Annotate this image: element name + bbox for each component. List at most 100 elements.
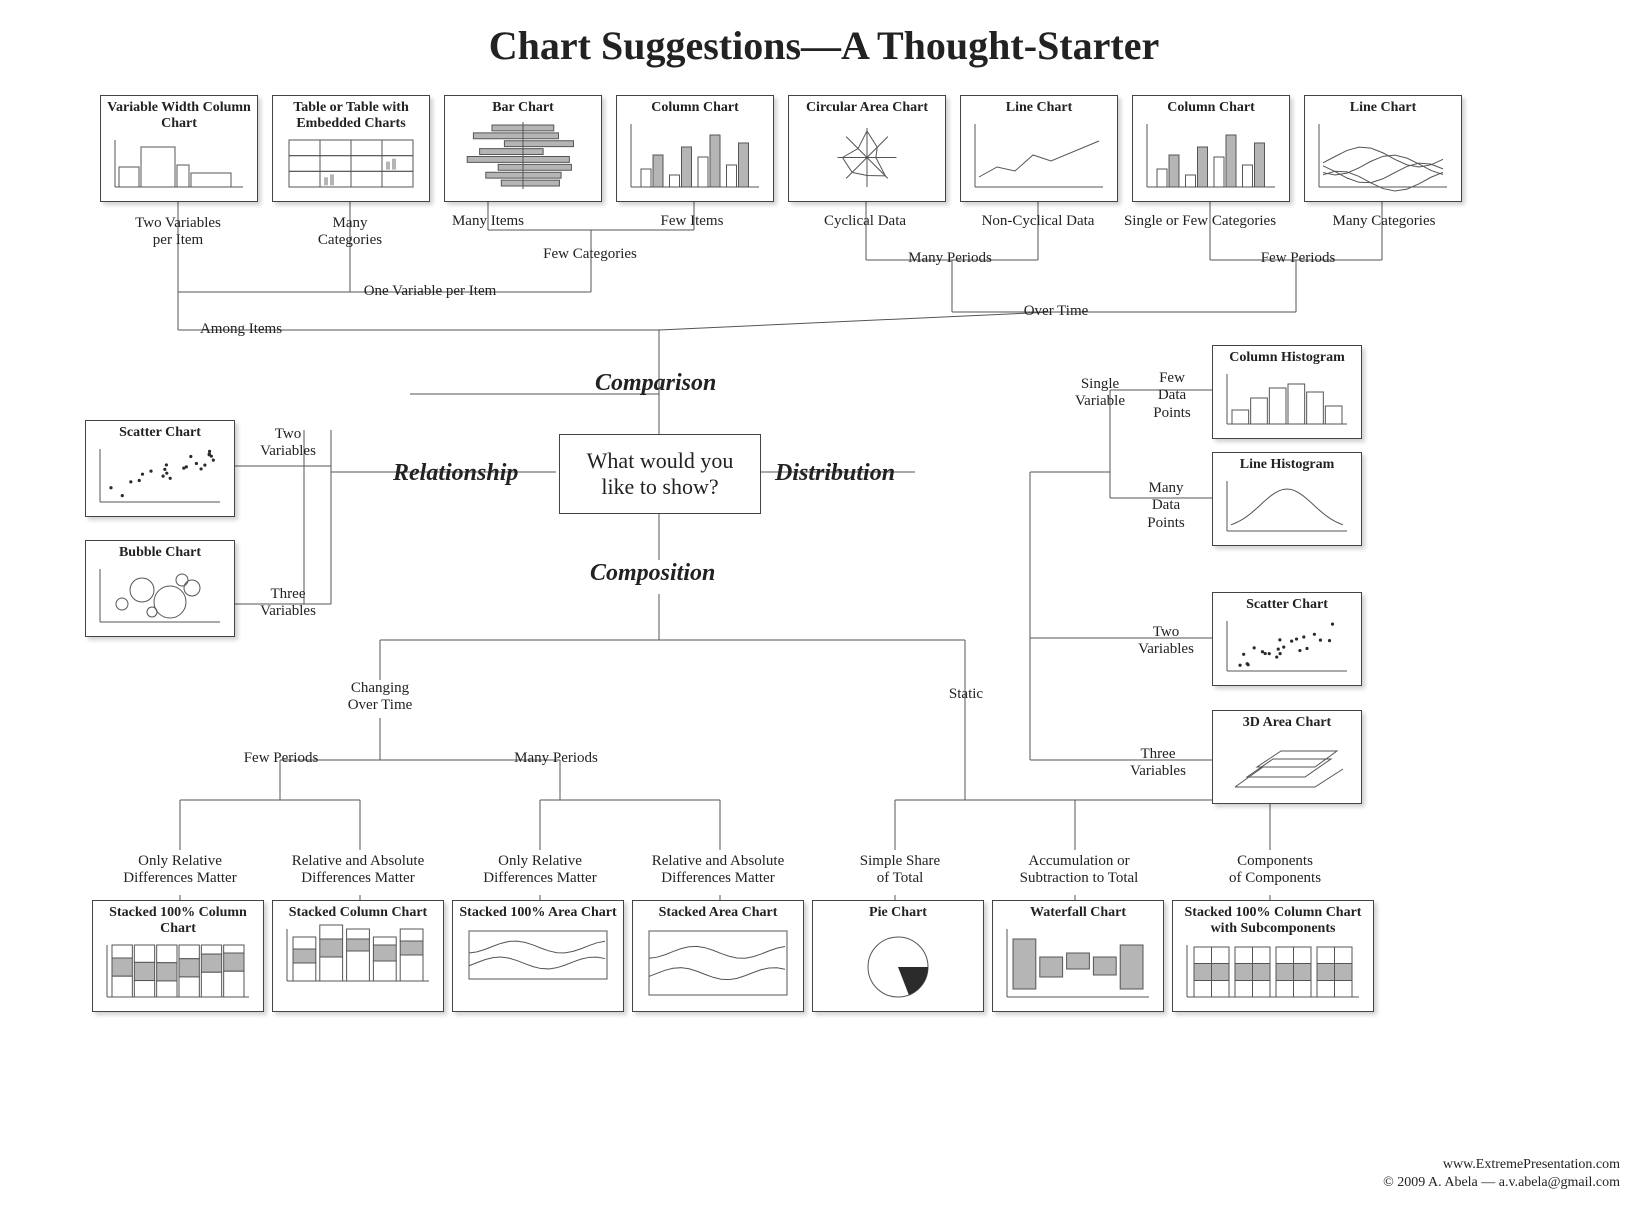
- footer-credit: © 2009 A. Abela — a.v.abela@gmail.com: [1383, 1174, 1620, 1192]
- card-waterfall: Waterfall Chart: [992, 900, 1164, 1012]
- chart-thumbnail-scatter2: [1219, 613, 1355, 679]
- chart-thumbnail-bubble: [92, 561, 228, 630]
- card-area3d: 3D Area Chart: [1212, 710, 1362, 804]
- card-column2: Column Chart: [1132, 95, 1290, 202]
- card-pie: Pie Chart: [812, 900, 984, 1012]
- page-title: Chart Suggestions—A Thought-Starter: [0, 22, 1648, 69]
- label-many_cat: Many Categories: [300, 215, 400, 250]
- footer: www.ExtremePresentation.com © 2009 A. Ab…: [1383, 1156, 1620, 1192]
- card-bubble: Bubble Chart: [85, 540, 235, 637]
- branch-relationship: Relationship: [393, 460, 518, 487]
- chart-thumbnail-column2: [1139, 116, 1283, 195]
- card-subcomp: Stacked 100% Column Chart with Subcompon…: [1172, 900, 1374, 1012]
- label-two_var_per_item: Two Variables per Item: [118, 215, 238, 250]
- card-title: Waterfall Chart: [993, 901, 1163, 921]
- center-question: What would you like to show?: [559, 434, 761, 514]
- chart-thumbnail-column: [623, 116, 767, 195]
- card-column: Column Chart: [616, 95, 774, 202]
- card-colhist: Column Histogram: [1212, 345, 1362, 439]
- label-two_vars: Two Variables: [248, 426, 328, 461]
- label-among_items: Among Items: [186, 321, 296, 338]
- label-many_data_pts: Many Data Points: [1136, 480, 1196, 532]
- card-table: Table or Table with Embedded Charts: [272, 95, 430, 202]
- card-title: Line Histogram: [1213, 453, 1361, 473]
- chart-thumbnail-varwidth: [107, 132, 251, 195]
- chart-thumbnail-stcol: [279, 921, 437, 989]
- label-one_var_per_item: One Variable per Item: [350, 283, 510, 300]
- card-title: Line Chart: [1305, 96, 1461, 116]
- chart-thumbnail-st100area: [459, 921, 617, 989]
- chart-thumbnail-area3d: [1219, 731, 1355, 797]
- chart-thumbnail-line2: [1311, 116, 1455, 195]
- chart-thumbnail-table: [279, 132, 423, 195]
- label-single_or_few: Single or Few Categories: [1110, 213, 1290, 230]
- card-st100area: Stacked 100% Area Chart: [452, 900, 624, 1012]
- card-title: Column Chart: [617, 96, 773, 116]
- label-many_categories2: Many Categories: [1314, 213, 1454, 230]
- card-title: Stacked Area Chart: [633, 901, 803, 921]
- card-line2: Line Chart: [1304, 95, 1462, 202]
- card-title: Bubble Chart: [86, 541, 234, 561]
- label-few_categories: Few Categories: [530, 246, 650, 263]
- label-few_periods: Few Periods: [1238, 250, 1358, 267]
- card-st100col: Stacked 100% Column Chart: [92, 900, 264, 1012]
- card-scatter2: Scatter Chart: [1212, 592, 1362, 686]
- label-rel_abs2: Relative and Absolute Differences Matter: [638, 853, 798, 888]
- chart-thumbnail-scatter: [92, 441, 228, 510]
- card-title: Scatter Chart: [86, 421, 234, 441]
- branch-distribution: Distribution: [775, 460, 895, 487]
- card-title: Scatter Chart: [1213, 593, 1361, 613]
- card-title: Pie Chart: [813, 901, 983, 921]
- card-title: Column Histogram: [1213, 346, 1361, 366]
- label-noncyclical: Non-Cyclical Data: [968, 213, 1108, 230]
- card-line: Line Chart: [960, 95, 1118, 202]
- label-comp_of_comp: Components of Components: [1210, 853, 1340, 888]
- label-changing: Changing Over Time: [330, 680, 430, 715]
- label-cyclical: Cyclical Data: [810, 213, 920, 230]
- label-rel_abs1: Relative and Absolute Differences Matter: [278, 853, 438, 888]
- label-three_vars2: Three Variables: [1118, 746, 1198, 781]
- label-simple_share: Simple Share of Total: [840, 853, 960, 888]
- branch-comparison: Comparison: [595, 370, 716, 397]
- label-single_var: Single Variable: [1060, 376, 1140, 411]
- card-title: Stacked 100% Column Chart: [93, 901, 263, 937]
- label-three_vars: Three Variables: [248, 586, 328, 621]
- chart-thumbnail-line: [967, 116, 1111, 195]
- chart-thumbnail-linehist: [1219, 473, 1355, 539]
- label-many_periods: Many Periods: [890, 250, 1010, 267]
- card-title: 3D Area Chart: [1213, 711, 1361, 731]
- card-stcol: Stacked Column Chart: [272, 900, 444, 1012]
- card-starea: Stacked Area Chart: [632, 900, 804, 1012]
- card-bar: Bar Chart: [444, 95, 602, 202]
- card-title: Stacked 100% Column Chart with Subcompon…: [1173, 901, 1373, 937]
- card-title: Variable Width Column Chart: [101, 96, 257, 132]
- chart-thumbnail-starea: [639, 921, 797, 1005]
- label-only_rel2: Only Relative Differences Matter: [470, 853, 610, 888]
- label-accum: Accumulation or Subtraction to Total: [1004, 853, 1154, 888]
- label-many_items: Many Items: [448, 213, 528, 230]
- label-few_periods2: Few Periods: [226, 750, 336, 767]
- label-over_time: Over Time: [1006, 303, 1106, 320]
- label-few_data_pts: Few Data Points: [1142, 370, 1202, 422]
- branch-composition: Composition: [590, 560, 715, 587]
- label-two_vars2: Two Variables: [1126, 624, 1206, 659]
- chart-thumbnail-colhist: [1219, 366, 1355, 432]
- label-few_items: Few Items: [652, 213, 732, 230]
- label-many_periods2: Many Periods: [496, 750, 616, 767]
- diagram-stage: Chart Suggestions—A Thought-Starter What…: [0, 0, 1648, 1210]
- card-title: Circular Area Chart: [789, 96, 945, 116]
- chart-thumbnail-bar: [451, 116, 595, 195]
- chart-thumbnail-subcomp: [1179, 937, 1367, 1005]
- footer-url: www.ExtremePresentation.com: [1383, 1156, 1620, 1174]
- card-circarea: Circular Area Chart: [788, 95, 946, 202]
- card-title: Line Chart: [961, 96, 1117, 116]
- card-scatter: Scatter Chart: [85, 420, 235, 517]
- card-title: Stacked Column Chart: [273, 901, 443, 921]
- card-linehist: Line Histogram: [1212, 452, 1362, 546]
- label-only_rel1: Only Relative Differences Matter: [110, 853, 250, 888]
- label-static: Static: [936, 686, 996, 703]
- card-title: Bar Chart: [445, 96, 601, 116]
- card-title: Stacked 100% Area Chart: [453, 901, 623, 921]
- chart-thumbnail-st100col: [99, 937, 257, 1005]
- chart-thumbnail-circarea: [795, 116, 939, 195]
